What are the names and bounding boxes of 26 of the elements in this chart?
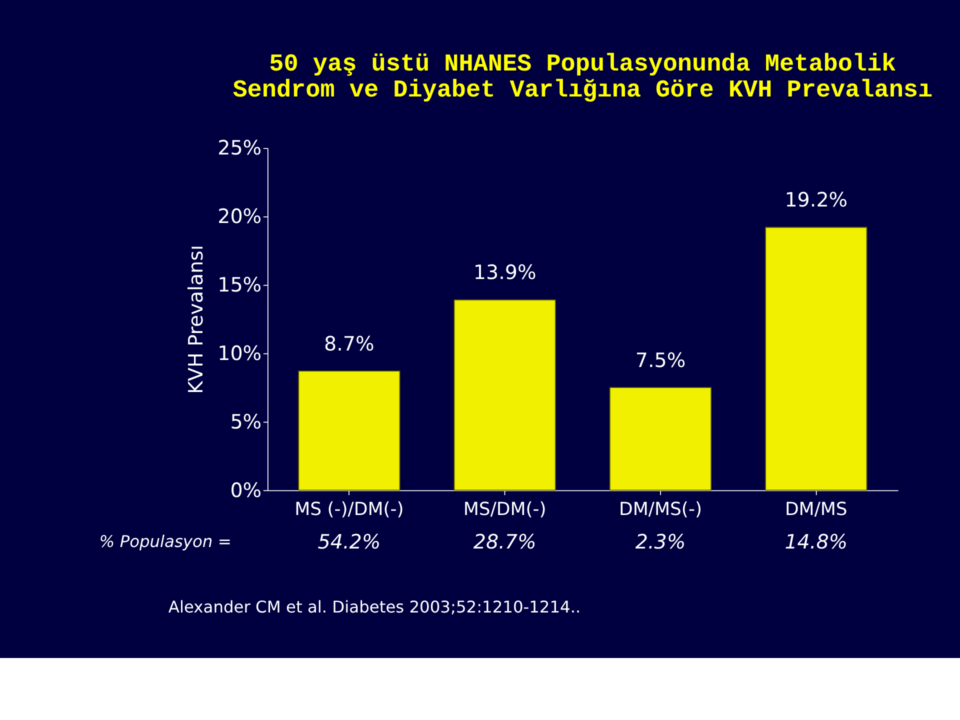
bar [298,370,400,491]
text: 28.7% [473,530,536,554]
text: 54.2% [318,530,381,554]
text: Alexander CM et al. Diabetes 2003;52:1210-1214.. [168,598,581,617]
y-tick-label: 0% [230,478,262,502]
text: % Populasyon = [99,532,232,551]
data-label: 19.2% [784,188,848,212]
chart-title: 50 yaş üstü NHANES Populasyonunda Metabolik Sendrom ve Diyabet Varlığına Göre KVH Prevalansı [232,52,933,105]
x-tick-label: DM/MS [784,498,848,520]
x-tick-label: MS/DM(-) [463,498,546,520]
y-tick-label: 25% [218,136,262,160]
data-label: 7.5% [635,348,686,372]
text: 2.3% [635,530,686,554]
data-label: 8.7% [324,332,374,356]
bar [454,299,556,491]
bar [609,387,712,491]
y-tick-label: 10% [218,342,262,366]
x-tick-label: MS (-)/DM(-) [294,498,404,520]
text: 14.8% [784,530,848,554]
data-label: 13.9% [473,261,536,284]
y-axis-title: KVH Prevalansı [184,245,208,394]
y-tick-label: 15% [218,274,262,297]
bar [765,226,868,491]
y-tick-label: 20% [218,205,262,228]
x-tick-label: DM/MS(-) [619,498,702,520]
y-tick-label: 5% [230,410,262,434]
